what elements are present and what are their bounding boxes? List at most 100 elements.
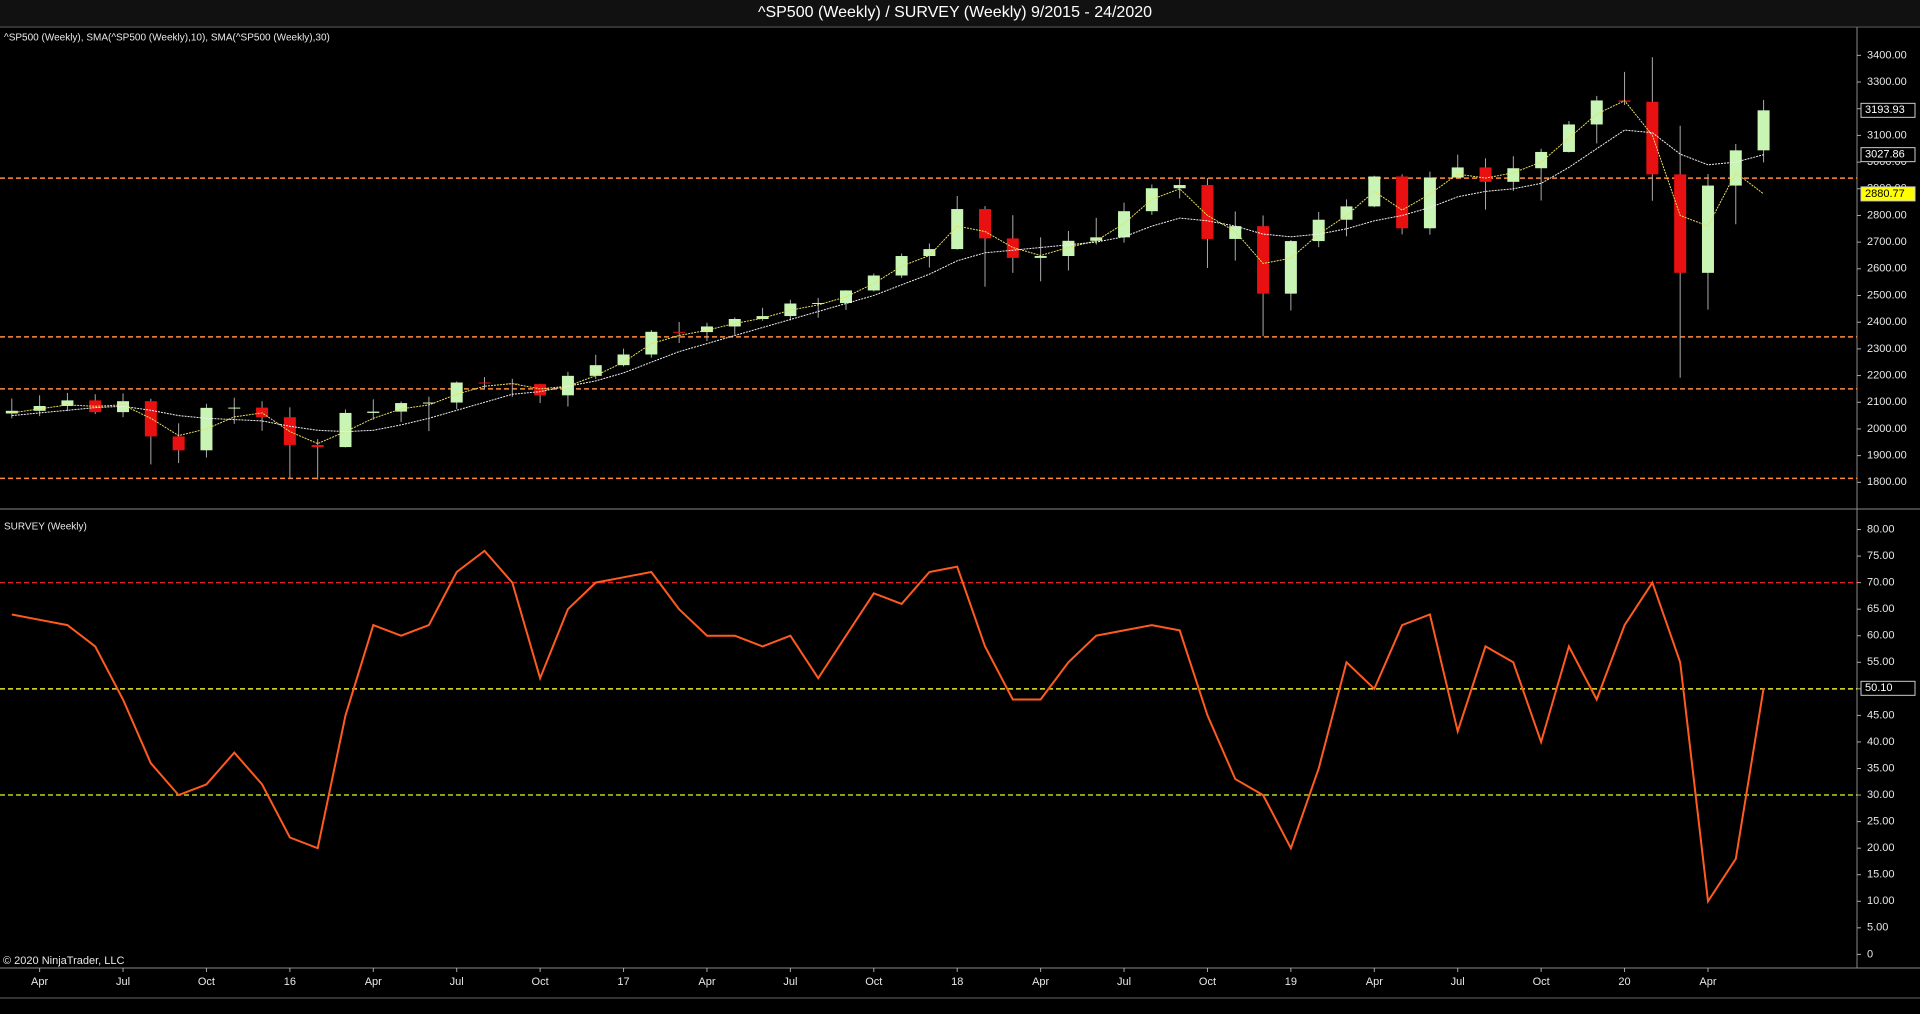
y-tick-label: 5.00 bbox=[1867, 922, 1888, 934]
candle-body bbox=[228, 407, 241, 409]
candle-body bbox=[923, 249, 936, 257]
candle-body bbox=[673, 331, 686, 333]
candle-body bbox=[1312, 219, 1325, 242]
candle-body bbox=[756, 316, 769, 320]
x-tick-label: Jul bbox=[450, 976, 464, 988]
candle-body bbox=[256, 407, 269, 418]
x-tick-label: 16 bbox=[284, 976, 296, 988]
price-marker bbox=[1860, 680, 1916, 696]
y-tick-label: 1900.00 bbox=[1867, 450, 1907, 462]
y-tick-label: 2700.00 bbox=[1867, 236, 1907, 248]
candle-body bbox=[1590, 100, 1603, 125]
y-tick-label: 2200.00 bbox=[1867, 369, 1907, 381]
candle-body bbox=[1729, 150, 1742, 186]
candle-body bbox=[1451, 167, 1464, 178]
y-tick-label: 60.00 bbox=[1867, 630, 1895, 642]
candle-body bbox=[1090, 237, 1103, 241]
x-tick-label: 19 bbox=[1285, 976, 1297, 988]
candle-body bbox=[1674, 174, 1687, 273]
x-tick-label: Oct bbox=[532, 976, 549, 988]
y-tick-label: 55.00 bbox=[1867, 656, 1895, 668]
x-tick-label: Apr bbox=[1699, 976, 1716, 988]
candle-body bbox=[1646, 101, 1659, 175]
candle-body bbox=[1284, 241, 1297, 294]
candle-body bbox=[1145, 188, 1158, 212]
copyright: © 2020 NinjaTrader, LLC bbox=[3, 955, 124, 967]
price-marker bbox=[1860, 147, 1916, 163]
y-tick-label: 2600.00 bbox=[1867, 263, 1907, 275]
candle-body bbox=[979, 209, 992, 239]
y-tick-label: 75.00 bbox=[1867, 550, 1895, 562]
candle-body bbox=[1757, 110, 1770, 151]
y-tick-label: 3300.00 bbox=[1867, 76, 1907, 88]
price-marker-label: 3193.93 bbox=[1865, 104, 1905, 116]
candle-body bbox=[1340, 206, 1353, 220]
y-tick-label: 2000.00 bbox=[1867, 423, 1907, 435]
candle-body bbox=[422, 402, 435, 404]
candle-body bbox=[1257, 226, 1270, 294]
pane-label: ^SP500 (Weekly), SMA(^SP500 (Weekly),10)… bbox=[4, 33, 330, 44]
y-tick-label: 25.00 bbox=[1867, 816, 1895, 828]
price-marker bbox=[1860, 102, 1916, 118]
y-tick-label: 3100.00 bbox=[1867, 129, 1907, 141]
candle-body bbox=[1423, 177, 1436, 229]
candle-body bbox=[1201, 185, 1214, 239]
candle-body bbox=[172, 436, 185, 451]
price-marker-label: 50.10 bbox=[1865, 682, 1893, 694]
y-tick-label: 2400.00 bbox=[1867, 316, 1907, 328]
candle-body bbox=[700, 326, 713, 333]
x-tick-label: Jul bbox=[1451, 976, 1465, 988]
x-tick-label: Jul bbox=[783, 976, 797, 988]
candle-body bbox=[1701, 185, 1714, 273]
y-tick-label: 35.00 bbox=[1867, 762, 1895, 774]
candle-body bbox=[1479, 167, 1492, 182]
candle-body bbox=[395, 403, 408, 412]
price-marker-label: 2880.77 bbox=[1865, 188, 1905, 200]
y-tick-label: 0 bbox=[1867, 948, 1873, 960]
candle-body bbox=[534, 384, 547, 396]
y-tick-label: 2800.00 bbox=[1867, 209, 1907, 221]
x-tick-label: Apr bbox=[1366, 976, 1383, 988]
candle-body bbox=[561, 375, 574, 396]
chart-title: ^SP500 (Weekly) / SURVEY (Weekly) 9/2015… bbox=[758, 4, 1152, 21]
y-tick-label: 30.00 bbox=[1867, 789, 1895, 801]
x-tick-label: Apr bbox=[698, 976, 715, 988]
candle-body bbox=[339, 412, 352, 448]
x-tick-label: Jul bbox=[1117, 976, 1131, 988]
candle-body bbox=[812, 302, 825, 304]
y-tick-label: 80.00 bbox=[1867, 523, 1895, 535]
x-tick-label: Oct bbox=[1199, 976, 1216, 988]
x-tick-label: Apr bbox=[1032, 976, 1049, 988]
candle-body bbox=[951, 209, 964, 250]
price-marker bbox=[1860, 186, 1916, 202]
candle-body bbox=[1118, 211, 1131, 238]
y-tick-label: 2500.00 bbox=[1867, 289, 1907, 301]
candle-body bbox=[589, 365, 602, 376]
x-tick-label: Oct bbox=[865, 976, 882, 988]
candle-body bbox=[5, 410, 18, 414]
y-tick-label: 2100.00 bbox=[1867, 396, 1907, 408]
y-tick-label: 2300.00 bbox=[1867, 343, 1907, 355]
candle-body bbox=[450, 382, 463, 403]
y-tick-label: 1800.00 bbox=[1867, 476, 1907, 488]
candle-body bbox=[1507, 168, 1520, 182]
x-tick-label: 18 bbox=[951, 976, 963, 988]
candle-body bbox=[311, 444, 324, 448]
y-tick-label: 10.00 bbox=[1867, 895, 1895, 907]
x-tick-label: Oct bbox=[198, 976, 215, 988]
candle-body bbox=[1396, 176, 1409, 229]
x-tick-label: 17 bbox=[617, 976, 629, 988]
candle-body bbox=[617, 354, 630, 366]
y-tick-label: 40.00 bbox=[1867, 736, 1895, 748]
candle-body bbox=[1034, 256, 1047, 258]
y-tick-label: 15.00 bbox=[1867, 869, 1895, 881]
survey-line bbox=[11, 549, 1765, 905]
candle-body bbox=[61, 400, 74, 406]
candle-body bbox=[478, 382, 491, 384]
pane-label: SURVEY (Weekly) bbox=[4, 522, 87, 533]
candle-body bbox=[1562, 124, 1575, 152]
x-tick-label: Apr bbox=[31, 976, 48, 988]
candle-body bbox=[784, 303, 797, 317]
